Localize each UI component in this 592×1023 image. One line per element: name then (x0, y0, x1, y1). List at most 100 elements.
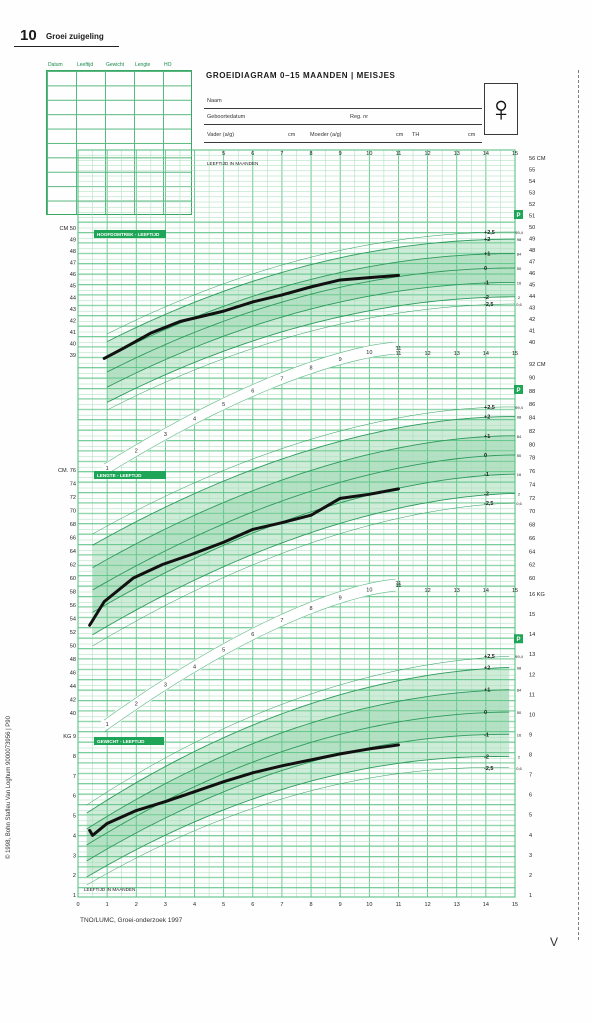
right-tick-label: 86 (529, 402, 535, 408)
x-tick-label-mid: 15 (512, 351, 518, 357)
x-tick-label-bottom: 14 (483, 902, 489, 908)
sd-label: 0 (484, 710, 487, 716)
birthdate-field[interactable]: Geboortedatum Reg. nr (204, 111, 482, 125)
sd-curve (106, 281, 516, 388)
notes-header-weight: Gewicht (106, 62, 125, 68)
percentile-header-label: P (516, 213, 520, 219)
age-strip-label: 2 (135, 449, 138, 455)
percentile-label: 84 (517, 434, 522, 439)
parents-field[interactable]: Vader (a/g) cm Moeder (a/g) cm TH cm (204, 129, 482, 143)
birthdate-label: Geboortedatum (207, 114, 246, 120)
age-strip-label: 11 (396, 583, 402, 589)
right-tick-label: 56 CM (529, 156, 546, 162)
y-tick-label: 7 (73, 774, 76, 780)
y-tick-label: CM. 76 (58, 468, 76, 474)
growth-point (368, 276, 371, 279)
y-tick-label: 43 (70, 307, 76, 313)
sd-curve (92, 473, 516, 613)
x-axis-label-top: LEEFTIJD IN MAANDEN (207, 161, 258, 166)
x-tick-label-mid2: 11 (396, 581, 402, 587)
sd-curve (106, 267, 516, 373)
y-tick-label: 3 (73, 853, 76, 859)
percentile-label: 84 (517, 688, 522, 693)
growth-point (88, 829, 91, 832)
y-tick-label: CM 50 (60, 226, 76, 232)
page-roman-numeral: V (550, 935, 559, 949)
right-tick-label: 46 (529, 271, 535, 277)
right-tick-label: 4 (529, 833, 532, 839)
x-tick-label-bottom: 5 (222, 902, 225, 908)
sd-curve (86, 689, 510, 830)
name-field[interactable]: Naam (204, 95, 482, 109)
y-tick-label: 6 (73, 794, 76, 800)
x-tick-label-top: 14 (483, 151, 489, 157)
y-tick-label: 8 (73, 754, 76, 760)
copyright-note: © 1998, Bohn Stafleu Van Loghum 90000739… (6, 716, 12, 859)
growth-point (222, 310, 225, 312)
right-tick-label: 5 (529, 813, 532, 819)
panel-title-tag (94, 471, 166, 479)
th-unit: cm (468, 132, 476, 138)
x-tick-label-top: 5 (222, 151, 225, 157)
age-strip-label: 4 (193, 664, 196, 670)
sd-label: -1 (484, 280, 489, 286)
y-tick-label: 2 (73, 873, 76, 879)
growth-point (281, 294, 283, 296)
y-tick-label: 1 (73, 893, 76, 899)
reference-band-inner (92, 435, 516, 613)
sd-label: +2 (484, 665, 490, 671)
age-strip-label: 7 (280, 376, 283, 382)
identification-form: GROEIDIAGRAM 0–15 MAANDEN | MEISJES Naam… (204, 69, 518, 147)
perforation-line (578, 70, 580, 940)
right-tick-label: 64 (529, 549, 535, 555)
right-tick-label: 41 (529, 329, 535, 335)
growth-point (132, 577, 135, 579)
y-tick-label: 74 (70, 482, 76, 488)
y-tick-label: 70 (70, 509, 76, 515)
growth-point (103, 600, 106, 603)
growth-point (99, 828, 101, 831)
panel-title: GEWICHT - LEEFTIJD (97, 739, 145, 744)
sd-curve (92, 454, 516, 591)
right-tick-label: 44 (529, 294, 535, 300)
notes-table-header: Datum Leeftijd Gewicht Lengte HO (46, 62, 192, 70)
panel-title-tag (94, 230, 166, 238)
right-tick-label: 48 (529, 248, 535, 254)
y-tick-label: 60 (70, 576, 76, 582)
growth-point (120, 348, 123, 351)
sd-curve (106, 253, 516, 358)
age-strip-label: 3 (164, 432, 167, 438)
right-tick-label: 72 (529, 496, 535, 502)
y-tick-label: 42 (70, 318, 76, 324)
age-strip-label: 5 (222, 402, 225, 408)
growth-point (368, 493, 371, 496)
percentile-label: 99,4 (515, 405, 524, 410)
gender-box: ♀ (484, 83, 518, 135)
notes-header-ho: HO (164, 62, 172, 68)
sd-curve (92, 435, 516, 568)
y-tick-label: 46 (70, 671, 76, 677)
notes-grid[interactable] (46, 70, 192, 215)
sd-curve (92, 416, 516, 546)
right-tick-label: 42 (529, 317, 535, 323)
growth-point (135, 809, 138, 812)
panel-title: LENGTE - LEEFTIJD (97, 473, 142, 478)
sd-curve (86, 733, 510, 862)
right-tick-label: 55 (529, 168, 535, 174)
mother-unit: cm (396, 132, 404, 138)
y-tick-label: 64 (70, 549, 76, 555)
y-tick-label: 47 (70, 261, 76, 267)
x-tick-label-bottom: 7 (280, 902, 283, 908)
notes-header-date: Datum (48, 62, 63, 68)
sd-curve (107, 231, 516, 335)
growth-point (88, 624, 91, 627)
page-number: 10 (20, 27, 37, 44)
growth-point (339, 753, 342, 755)
y-tick-label: 45 (70, 284, 76, 290)
age-strip (100, 579, 397, 731)
x-tick-label-bottom: 0 (76, 902, 79, 908)
right-tick-label: 50 (529, 225, 535, 231)
section-title: Groei zuigeling (46, 32, 104, 41)
y-tick-label: 5 (73, 814, 76, 820)
